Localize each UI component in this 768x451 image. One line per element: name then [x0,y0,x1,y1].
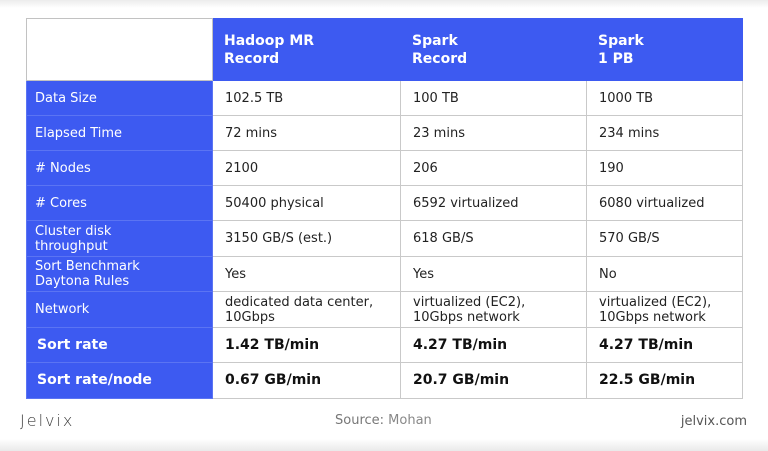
column-header-line1: Spark [412,32,458,49]
cell-line1: virtualized (EC2), [413,294,526,310]
column-header-line2: Record [412,50,468,67]
table-row-sort-rate: Sort rate 1.42 TB/min 4.27 TB/min 4.27 T… [26,327,743,363]
table-cell: 100 TB [400,80,587,116]
table-row-sort-rate-per-node: Sort rate/node 0.67 GB/min 20.7 GB/min 2… [26,362,743,399]
site-url: jelvix.com [680,414,747,429]
table-cell: 4.27 TB/min [400,327,587,363]
source-value: Mohan [388,413,432,428]
table-row-cores: # Cores 50400 physical 6592 virtualized … [26,185,743,221]
row-header-line2: Daytona Rules [35,274,130,289]
table-row-nodes: # Nodes 2100 206 190 [26,150,743,186]
source-credit: Source: Mohan [335,413,432,428]
column-header-spark-1pb: Spark 1 PB [586,18,743,81]
bottom-shadow [0,439,768,451]
row-header: # Nodes [26,150,213,186]
top-shadow [0,0,768,8]
table-row-data-size: Data Size 102.5 TB 100 TB 1000 TB [26,80,743,116]
table-row-cluster-disk-throughput: Cluster disk throughput 3150 GB/S (est.)… [26,220,743,257]
table-cell: dedicated data center, 10Gbps [212,291,401,328]
table-row-sort-benchmark-daytona: Sort Benchmark Daytona Rules Yes Yes No [26,256,743,292]
cell-line1: dedicated data center, [225,294,374,310]
table-cell: 0.67 GB/min [212,362,401,399]
comparison-table: Hadoop MR Record Spark Record Spark 1 PB… [26,18,743,399]
table-cell: 6080 virtualized [586,185,743,221]
row-header: Sort Benchmark Daytona Rules [26,256,213,292]
row-header: Cluster disk throughput [26,220,213,257]
table-cell: 234 mins [586,115,743,151]
table-cell: 50400 physical [212,185,401,221]
table-row-elapsed-time: Elapsed Time 72 mins 23 mins 234 mins [26,115,743,151]
column-header-line2: 1 PB [598,50,634,67]
row-header: Sort rate/node [26,362,213,399]
table-cell: 102.5 TB [212,80,401,116]
column-header-line2: Record [224,50,280,67]
table-cell: 3150 GB/S (est.) [212,220,401,257]
column-header-line1: Hadoop MR [224,32,315,49]
column-header-spark-record: Spark Record [400,18,587,81]
corner-cell [26,18,213,81]
cell-line2: 10Gbps network [413,309,520,325]
jelvix-logo: Jelvix [20,411,75,430]
table-cell: 23 mins [400,115,587,151]
table-cell: 22.5 GB/min [586,362,743,399]
row-header: Sort rate [26,327,213,363]
table-cell: 6592 virtualized [400,185,587,221]
table-cell: virtualized (EC2), 10Gbps network [400,291,587,328]
table-cell: 206 [400,150,587,186]
column-header-hadoop-mr-record: Hadoop MR Record [212,18,401,81]
table-cell: Yes [212,256,401,292]
table-cell: 72 mins [212,115,401,151]
table-cell: Yes [400,256,587,292]
source-label: Source: [335,413,385,428]
table-cell: 20.7 GB/min [400,362,587,399]
table-cell: virtualized (EC2), 10Gbps network [586,291,743,328]
table-row-network: Network dedicated data center, 10Gbps vi… [26,291,743,328]
table-cell: 1.42 TB/min [212,327,401,363]
column-header-line1: Spark [598,32,644,49]
cell-line1: virtualized (EC2), [599,294,712,310]
row-header-line2: throughput [35,238,108,254]
row-header: Data Size [26,80,213,116]
row-header: # Cores [26,185,213,221]
header-row: Hadoop MR Record Spark Record Spark 1 PB [26,18,743,81]
table-cell: 4.27 TB/min [586,327,743,363]
table-cell: 190 [586,150,743,186]
table-cell: No [586,256,743,292]
row-header-line1: Sort Benchmark [35,259,140,274]
table-cell: 570 GB/S [586,220,743,257]
row-header: Elapsed Time [26,115,213,151]
cell-line2: 10Gbps network [599,309,706,325]
table-cell: 1000 TB [586,80,743,116]
row-header: Network [26,291,213,328]
table-cell: 2100 [212,150,401,186]
cell-line2: 10Gbps [225,309,275,325]
row-header-line1: Cluster disk [35,223,112,239]
table-cell: 618 GB/S [400,220,587,257]
